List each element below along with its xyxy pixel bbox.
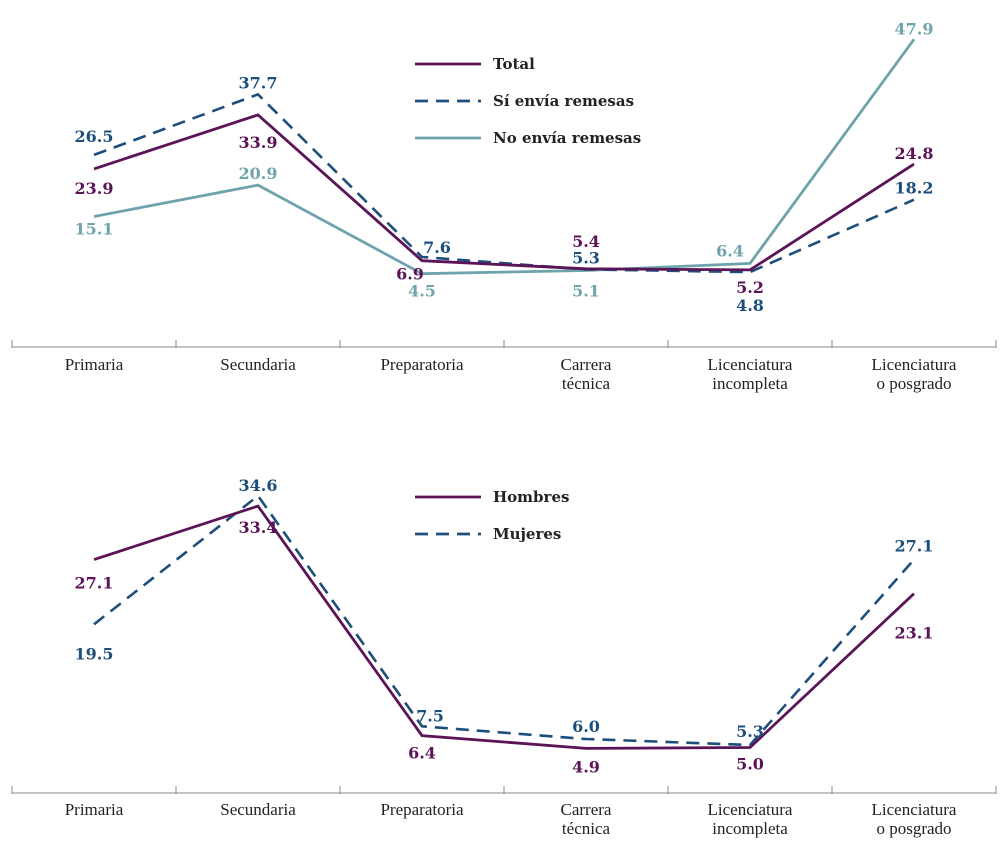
x-tick-label: Preparatoria <box>380 800 464 819</box>
series-line-no-env-a-remesas <box>93 38 916 276</box>
series-line-total <box>93 113 915 272</box>
x-tick-label: incompleta <box>712 819 788 838</box>
data-label: 5.3 <box>736 722 764 741</box>
data-label: 20.9 <box>239 164 278 183</box>
data-label: 6.4 <box>716 241 744 260</box>
x-tick-label: Carrera <box>561 800 612 819</box>
x-tick-label: Primaria <box>65 355 124 374</box>
x-tick-label: Licenciatura <box>708 800 793 819</box>
data-label: 37.7 <box>239 73 278 92</box>
x-tick-label: Preparatoria <box>380 355 464 374</box>
data-label: 23.9 <box>75 179 114 198</box>
data-label: 7.5 <box>416 706 444 725</box>
data-label: 34.6 <box>239 476 278 495</box>
x-tick-label: técnica <box>562 374 611 393</box>
legend-label: Total <box>493 55 535 73</box>
data-label: 5.4 <box>572 232 600 251</box>
data-label: 7.6 <box>423 238 451 257</box>
x-tick-label: Secundaria <box>220 800 296 819</box>
data-label: 27.1 <box>895 537 934 556</box>
legend-label: No envía remesas <box>493 129 641 147</box>
legend-label: Sí envía remesas <box>493 92 634 110</box>
series-line-s-env-a-remesas <box>93 92 915 274</box>
x-tick-label: o posgrado <box>876 374 951 393</box>
x-tick-label: Licenciatura <box>708 355 793 374</box>
data-label: 6.0 <box>572 717 600 736</box>
data-label: 5.0 <box>736 755 764 774</box>
data-label: 26.5 <box>75 127 114 146</box>
data-label: 15.1 <box>75 219 114 238</box>
data-label: 23.1 <box>895 624 934 643</box>
legend-label: Mujeres <box>493 525 561 543</box>
x-tick-label: Primaria <box>65 800 124 819</box>
data-label: 24.8 <box>895 144 934 163</box>
data-label: 47.9 <box>895 19 934 38</box>
data-label: 6.9 <box>396 265 424 284</box>
data-label: 5.1 <box>572 281 600 300</box>
data-label: 19.5 <box>75 644 114 663</box>
x-tick-label: o posgrado <box>876 819 951 838</box>
x-tick-label: Carrera <box>561 355 612 374</box>
data-label: 4.5 <box>408 282 436 301</box>
data-label: 18.2 <box>895 179 934 198</box>
data-label: 4.8 <box>736 296 764 315</box>
data-label: 5.3 <box>572 248 600 267</box>
x-tick-label: incompleta <box>712 374 788 393</box>
data-label: 6.4 <box>408 744 436 763</box>
data-label: 33.4 <box>239 518 278 537</box>
series-line-mujeres <box>93 494 915 747</box>
x-tick-label: técnica <box>562 819 611 838</box>
series-line-hombres <box>93 504 915 750</box>
data-label: 4.9 <box>572 757 600 776</box>
x-tick-label: Licenciatura <box>872 355 957 374</box>
legend-label: Hombres <box>493 488 569 506</box>
x-tick-label: Licenciatura <box>872 800 957 819</box>
data-label: 5.2 <box>736 278 764 297</box>
data-label: 27.1 <box>75 574 114 593</box>
data-label: 33.9 <box>239 133 278 152</box>
x-tick-label: Secundaria <box>220 355 296 374</box>
